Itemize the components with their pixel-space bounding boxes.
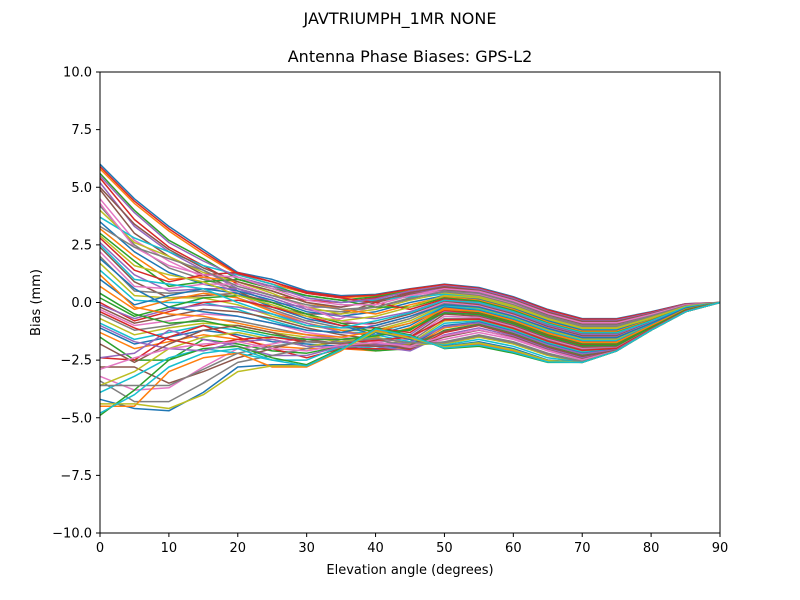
series-line	[99, 292, 721, 347]
y-tick-label: −2.5	[60, 354, 92, 369]
series-line	[99, 165, 721, 320]
series-line	[99, 244, 721, 334]
x-tick-label: 40	[367, 541, 384, 556]
x-tick-label: 30	[298, 541, 315, 556]
series-line	[99, 225, 721, 326]
x-tick-label: 0	[96, 541, 104, 556]
series-line	[99, 175, 721, 322]
x-tick-label: 10	[161, 541, 178, 556]
y-tick-label: −10.0	[52, 527, 92, 542]
series-line	[99, 301, 721, 414]
y-tick-label: 7.5	[71, 123, 92, 138]
x-axis-ticks: 0 10 20 30 40 50 60 70 80 90	[96, 533, 728, 556]
x-tick-label: 70	[574, 541, 591, 556]
y-tick-label: 0.0	[71, 296, 92, 311]
series-line	[99, 202, 721, 324]
series-line	[99, 301, 721, 352]
x-axis-label: Elevation angle (degrees)	[326, 563, 493, 578]
x-tick-label: 50	[436, 541, 453, 556]
y-tick-label: −5.0	[60, 411, 92, 426]
y-axis-label: Bias (mm)	[29, 269, 44, 336]
x-tick-label: 60	[505, 541, 522, 556]
x-tick-label: 90	[712, 541, 729, 556]
y-axis-ticks: 10.0 7.5 5.0 2.5 0.0 −2.5 −5.0 −7.5 −10.0	[52, 66, 100, 542]
series-line	[99, 205, 721, 328]
series-line	[99, 246, 721, 337]
chart-title: Antenna Phase Biases: GPS-L2	[287, 47, 533, 66]
y-tick-label: 5.0	[71, 181, 92, 196]
figure-suptitle: JAVTRIUMPH_1MR NONE	[303, 9, 497, 28]
y-tick-label: −7.5	[60, 469, 92, 484]
y-tick-label: 2.5	[71, 238, 92, 253]
x-tick-label: 20	[230, 541, 247, 556]
series-line	[99, 274, 721, 343]
series-line	[99, 258, 721, 339]
y-tick-label: 10.0	[63, 66, 92, 81]
x-tick-label: 80	[643, 541, 660, 556]
series-line	[99, 235, 721, 330]
series-line	[99, 228, 721, 333]
series-line	[99, 186, 721, 323]
series-line	[99, 294, 721, 345]
series-lines	[99, 163, 721, 417]
